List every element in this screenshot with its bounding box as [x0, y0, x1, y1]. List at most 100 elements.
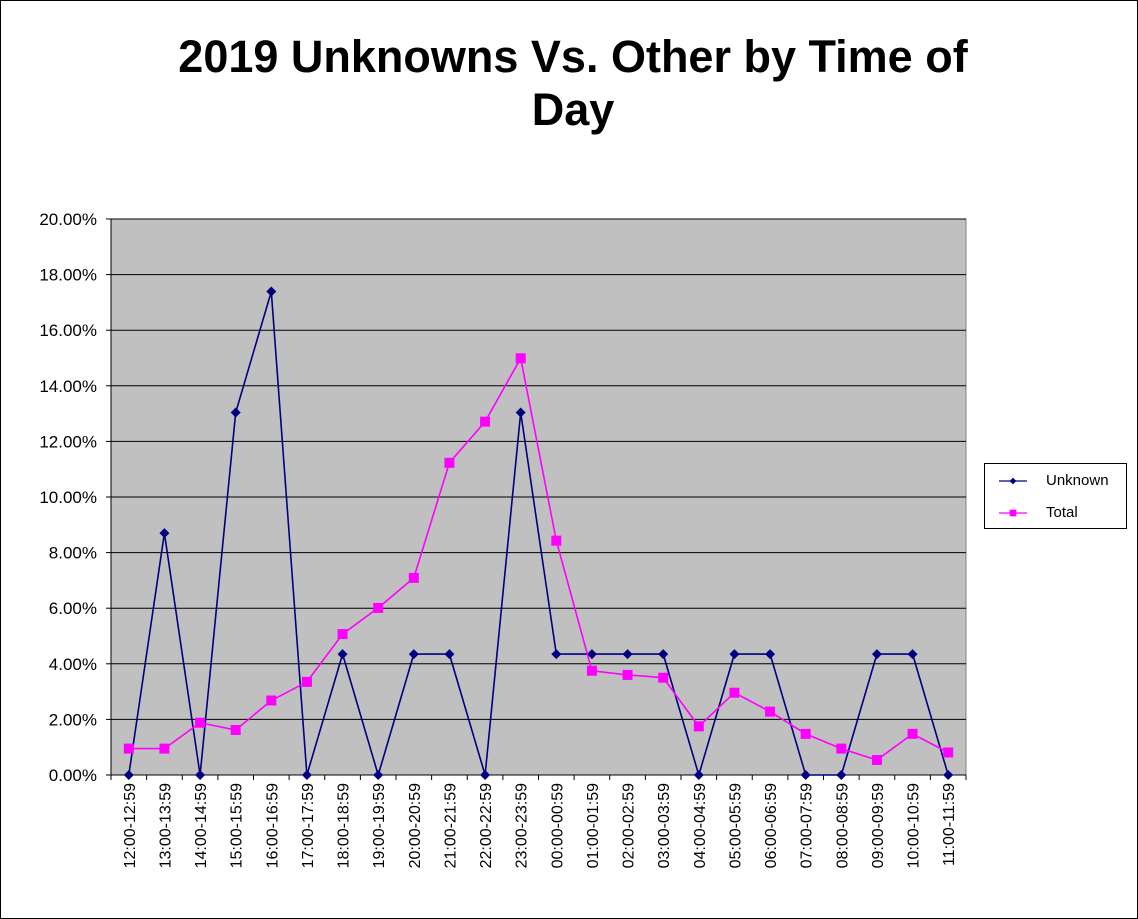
- y-tick-label: 16.00%: [39, 321, 97, 340]
- x-tick-label: 23:00-23:59: [514, 783, 531, 869]
- x-tick-label: 08:00-08:59: [834, 783, 851, 869]
- data-point-unknown: [907, 649, 918, 660]
- y-tick-label: 6.00%: [49, 599, 97, 618]
- data-point-unknown: [551, 649, 562, 660]
- data-point-unknown: [622, 649, 633, 660]
- gridlines: [106, 218, 966, 776]
- legend-label-unknown: Unknown: [1046, 472, 1109, 489]
- data-point-total: [195, 717, 206, 728]
- legend-swatch-total-icon: [999, 509, 1027, 517]
- y-tick-label: 18.00%: [39, 266, 97, 285]
- x-tick-label: 12:00-12:59: [122, 783, 139, 869]
- x-tick-label: 09:00-09:59: [870, 783, 887, 869]
- data-point-unknown: [515, 407, 526, 418]
- x-tick-label: 05:00-05:59: [727, 783, 744, 869]
- x-tick-label: 19:00-19:59: [371, 783, 388, 869]
- data-point-unknown: [301, 770, 312, 780]
- chart-title-line-2: Day: [531, 84, 615, 135]
- series-line-total: [128, 356, 949, 761]
- data-point-unknown: [266, 286, 277, 297]
- x-tick-label: 22:00-22:59: [478, 783, 495, 869]
- data-point-total: [123, 743, 134, 754]
- legend-label-total: Total: [1046, 504, 1078, 521]
- legend: Unknown Total: [984, 463, 1127, 529]
- data-point-total: [658, 672, 669, 683]
- y-tick-label: 2.00%: [49, 710, 97, 729]
- x-tick-label: 13:00-13:59: [157, 783, 174, 869]
- x-tick-label: 15:00-15:59: [229, 783, 246, 869]
- x-tick-label: 10:00-10:59: [906, 783, 923, 869]
- data-point-unknown: [586, 649, 597, 660]
- data-point-unknown: [408, 649, 419, 660]
- data-point-unknown: [658, 649, 669, 660]
- x-tick-label: 00:00-00:59: [549, 783, 566, 869]
- x-tick-label: 01:00-01:59: [585, 783, 602, 869]
- data-point-unknown: [871, 649, 882, 660]
- x-tick-label: 14:00-14:59: [193, 783, 210, 869]
- data-point-unknown: [836, 770, 847, 780]
- data-point-total: [301, 676, 312, 687]
- data-point-total: [515, 353, 526, 364]
- x-tick-label: 17:00-17:59: [300, 783, 317, 869]
- data-point-total: [230, 724, 241, 735]
- data-point-unknown: [943, 770, 954, 780]
- legend-item-total: Total: [985, 501, 1128, 525]
- data-point-unknown: [444, 649, 455, 660]
- y-tick-label: 4.00%: [49, 655, 97, 674]
- data-point-unknown: [480, 770, 491, 780]
- chart-title-line-1: 2019 Unknowns Vs. Other by Time of: [178, 31, 968, 82]
- data-point-unknown: [159, 528, 170, 539]
- x-tick-label: 11:00-11:59: [941, 783, 958, 866]
- x-tick-labels: 12:00-12:59 13:00-13:59 14:00-14:59 15:00-1…: [122, 783, 958, 869]
- x-tick-label: 07:00-07:59: [799, 783, 816, 869]
- data-point-total: [586, 665, 597, 676]
- legend-item-unknown: Unknown: [985, 469, 1128, 493]
- x-tick-label: 04:00-04:59: [692, 783, 709, 869]
- series-line-unknown: [128, 291, 949, 778]
- data-point-unknown: [693, 770, 704, 780]
- x-tick-label: 02:00-02:59: [621, 783, 638, 869]
- x-tick-label: 21:00-21:59: [442, 783, 459, 869]
- data-point-total: [907, 728, 918, 739]
- data-point-total: [765, 706, 776, 717]
- x-tick-label: 18:00-18:59: [336, 783, 353, 869]
- data-point-total: [337, 629, 348, 640]
- data-point-total: [836, 743, 847, 754]
- data-point-total: [373, 602, 384, 613]
- data-point-unknown: [230, 407, 241, 418]
- y-tick-label: 8.00%: [49, 544, 97, 563]
- x-tick-label: 20:00-20:59: [407, 783, 424, 869]
- data-point-total: [729, 687, 740, 698]
- chart-title: 2019 Unknowns Vs. Other by Time of Day: [0, 30, 1138, 136]
- data-point-total: [444, 457, 455, 468]
- data-point-unknown: [337, 649, 348, 660]
- data-point-unknown: [123, 770, 134, 780]
- data-point-unknown: [800, 770, 811, 780]
- data-point-unknown: [373, 770, 384, 780]
- data-point-total: [800, 728, 811, 739]
- data-point-total: [871, 754, 882, 765]
- x-tick-label: 16:00-16:59: [264, 783, 281, 869]
- data-point-total: [480, 416, 491, 427]
- y-tick-label: 14.00%: [39, 377, 97, 396]
- data-point-total: [693, 721, 704, 732]
- y-tick-label: 20.00%: [39, 210, 97, 229]
- data-point-total: [266, 695, 277, 706]
- data-point-total: [943, 747, 954, 758]
- y-tick-label: 12.00%: [39, 432, 97, 451]
- x-tick-label: 06:00-06:59: [763, 783, 780, 869]
- legend-swatch-unknown-icon: [999, 477, 1027, 485]
- y-tick-labels: 0.00% 2.00% 4.00% 6.00% 8.00% 10.00% 12.00% 14.…: [39, 210, 97, 785]
- data-point-unknown: [195, 770, 206, 780]
- series: [123, 286, 954, 780]
- data-point-unknown: [765, 649, 776, 660]
- y-tick-label: 10.00%: [39, 488, 97, 507]
- data-point-total: [551, 535, 562, 546]
- data-point-total: [408, 572, 419, 583]
- y-tick-label: 0.00%: [49, 766, 97, 785]
- data-point-total: [159, 743, 170, 754]
- data-point-total: [622, 669, 633, 680]
- x-tick-label: 03:00-03:59: [656, 783, 673, 869]
- series-unknown: [123, 286, 954, 780]
